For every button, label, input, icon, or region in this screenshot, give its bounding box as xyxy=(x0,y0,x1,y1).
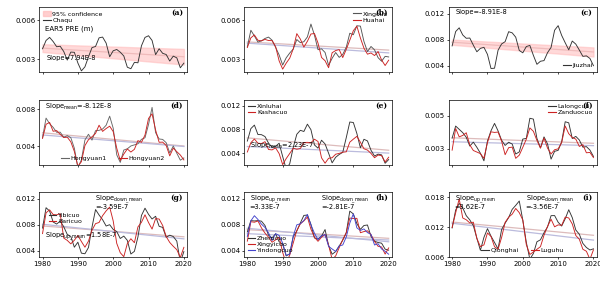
Text: (g): (g) xyxy=(170,194,183,202)
Text: (a): (a) xyxy=(171,9,183,17)
Text: =-3.59E-7: =-3.59E-7 xyxy=(95,204,128,210)
Text: =3.62E-7: =3.62E-7 xyxy=(455,204,485,210)
Legend: Yibicuo, Baricuo: Yibicuo, Baricuo xyxy=(48,212,83,225)
Text: (c): (c) xyxy=(581,9,593,17)
Legend: Xingcuo, Huahai: Xingcuo, Huahai xyxy=(352,10,389,24)
Text: Slope$_{\mathrm{mean}}$=2.23E-7: Slope$_{\mathrm{mean}}$=2.23E-7 xyxy=(250,140,314,150)
Text: (d): (d) xyxy=(170,102,183,110)
Text: EAR5 PRE (m): EAR5 PRE (m) xyxy=(45,25,93,32)
Legend: Lalongcuo, Zanduocuo: Lalongcuo, Zanduocuo xyxy=(547,103,594,116)
Legend: 95% confidence, Chaqu: 95% confidence, Chaqu xyxy=(42,10,104,24)
Legend: Qionghai, Luguhu: Qionghai, Luguhu xyxy=(481,247,565,254)
Text: =-2.81E-7: =-2.81E-7 xyxy=(321,204,355,210)
Text: Slope$_{\mathrm{down\_mean}}$: Slope$_{\mathrm{down\_mean}}$ xyxy=(321,194,369,206)
Text: Slope$_{\mathrm{down\_mean}}$: Slope$_{\mathrm{down\_mean}}$ xyxy=(95,194,143,206)
Text: (b): (b) xyxy=(375,9,388,17)
Text: (i): (i) xyxy=(582,194,593,202)
Text: (h): (h) xyxy=(375,194,388,202)
Text: Slope$_{\mathrm{down\_mean}}$: Slope$_{\mathrm{down\_mean}}$ xyxy=(526,194,574,206)
Text: =-3.56E-7: =-3.56E-7 xyxy=(526,204,559,210)
Legend: Jiuzhai: Jiuzhai xyxy=(562,62,594,69)
Text: Slope$_{\mathrm{up\_mean}}$=1.58E-7: Slope$_{\mathrm{up\_mean}}$=1.58E-7 xyxy=(45,231,118,243)
Legend: Hongyuan1, Hongyuan2: Hongyuan1, Hongyuan2 xyxy=(61,154,166,162)
Text: (e): (e) xyxy=(376,102,388,110)
Text: Slope=-8.91E-8: Slope=-8.91E-8 xyxy=(456,9,508,15)
Text: (f): (f) xyxy=(582,102,593,110)
Text: Slope$_{\mathrm{mean}}$=-8.12E-8: Slope$_{\mathrm{mean}}$=-8.12E-8 xyxy=(45,102,112,112)
Text: Slope$_{\mathrm{up\_mean}}$: Slope$_{\mathrm{up\_mean}}$ xyxy=(250,194,291,206)
Text: =3.33E-7: =3.33E-7 xyxy=(250,204,280,210)
Text: Slope=7.94E-8: Slope=7.94E-8 xyxy=(46,55,96,61)
Legend: Zherucuo, Xingyicuo, Yindongcuo: Zherucuo, Xingyicuo, Yindongcuo xyxy=(247,235,295,254)
Legend: Xinluhai, Kashacuo: Xinluhai, Kashacuo xyxy=(247,103,289,116)
Text: Slope$_{\mathrm{up\_mean}}$: Slope$_{\mathrm{up\_mean}}$ xyxy=(455,194,496,206)
